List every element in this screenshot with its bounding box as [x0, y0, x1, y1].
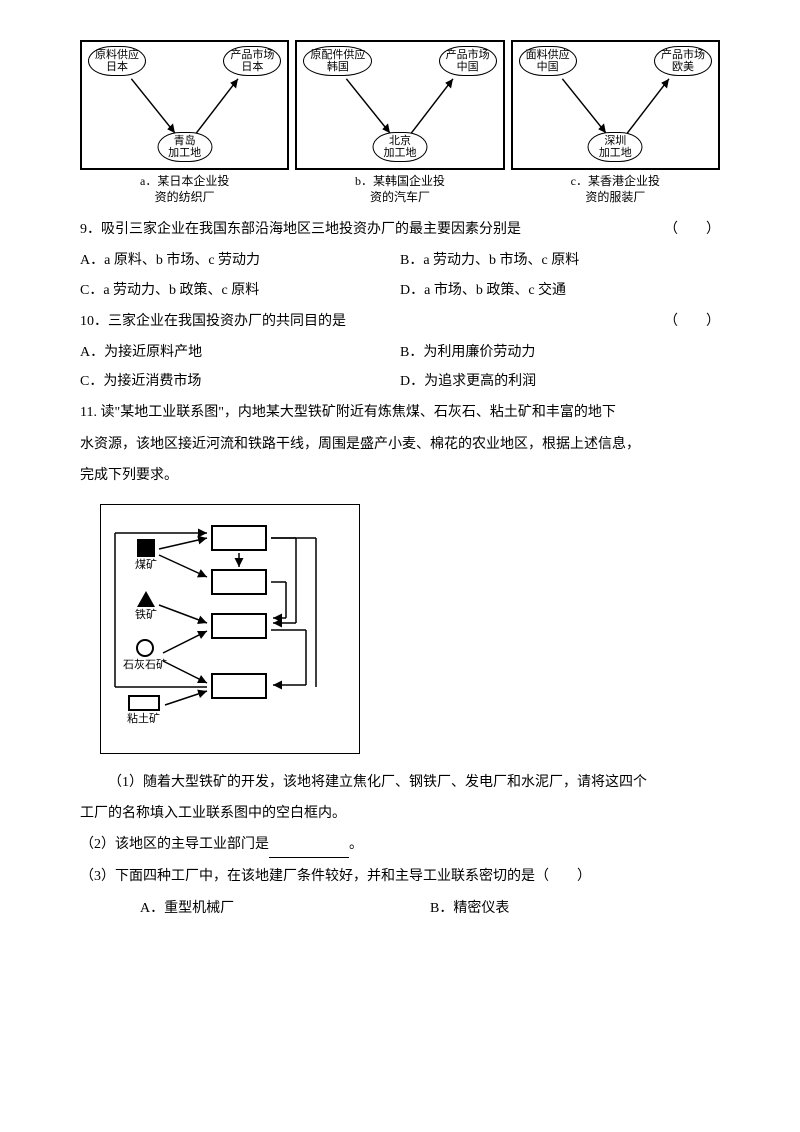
diagram-captions: a．某日本企业投 资的纺织厂 b．某韩国企业投 资的汽车厂 c．某香港企业投 资… — [80, 174, 720, 205]
q9-optC: C．a 劳动力、b 政策、c 原料 — [80, 278, 400, 303]
q11-sub2-prefix: （2）该地区的主导工业部门是 — [80, 837, 269, 852]
q10-optD: D．为追求更高的利润 — [400, 369, 720, 394]
q9-optD: D．a 市场、b 政策、c 交通 — [400, 278, 720, 303]
q11-sub3-options: A．重型机械厂 B．精密仪表 — [80, 896, 720, 921]
q11-stem3: 完成下列要求。 — [80, 463, 720, 488]
diagram-c-bottom: 深圳 加工地 — [588, 132, 643, 162]
q10-options-row2: C．为接近消费市场 D．为追求更高的利润 — [80, 369, 720, 394]
three-factory-diagrams: 原料供应 日本 产品市场 日本 青岛 加工地 原配件供应 韩国 产品市场 中国 … — [80, 40, 720, 170]
q11-sub2: （2）该地区的主导工业部门是 。 — [80, 832, 720, 858]
q11-stem2: 水资源，该地区接近河流和铁路干线，周围是盛产小麦、棉花的农业地区，根据上述信息， — [80, 432, 720, 457]
diagram-b: 原配件供应 韩国 产品市场 中国 北京 加工地 — [295, 40, 504, 170]
q10-optC: C．为接近消费市场 — [80, 369, 400, 394]
q11-sub1: （1）随着大型铁矿的开发，该地将建立焦化厂、钢铁厂、发电厂和水泥厂，请将这四个 — [80, 770, 720, 795]
q10-text: 10．三家企业在我国投资办厂的共同目的是 — [80, 314, 346, 329]
caption-c: c．某香港企业投 资的服装厂 — [511, 174, 720, 205]
q10-optB: B．为利用廉价劳动力 — [400, 340, 720, 365]
q9-text: 9．吸引三家企业在我国东部沿海地区三地投资办厂的最主要因素分别是 — [80, 222, 521, 237]
diagram-a: 原料供应 日本 产品市场 日本 青岛 加工地 — [80, 40, 289, 170]
industrial-linkage-diagram: 煤矿 铁矿 石灰石矿 粘土矿 — [100, 504, 360, 754]
q10-optA: A．为接近原料产地 — [80, 340, 400, 365]
q11-sub2-suffix: 。 — [349, 837, 363, 852]
caption-a: a．某日本企业投 资的纺织厂 — [80, 174, 289, 205]
q11-sub3: （3）下面四种工厂中，在该地建厂条件较好，并和主导工业联系密切的是（ ） — [80, 864, 720, 889]
diagram-b-bottom: 北京 加工地 — [372, 132, 427, 162]
diagram-a-bottom: 青岛 加工地 — [157, 132, 212, 162]
q10-paren: （ ） — [664, 309, 720, 334]
q10-options-row1: A．为接近原料产地 B．为利用廉价劳动力 — [80, 340, 720, 365]
q10-stem: 10．三家企业在我国投资办厂的共同目的是 （ ） — [80, 309, 720, 334]
q11-sub3-optB: B．精密仪表 — [430, 896, 720, 921]
q9-optA: A．a 原料、b 市场、c 劳动力 — [80, 248, 400, 273]
q9-paren: （ ） — [664, 217, 720, 242]
q11-stem1: 11. 读"某地工业联系图"，内地某大型铁矿附近有炼焦煤、石灰石、粘土矿和丰富的… — [80, 400, 720, 425]
industrial-arrows — [101, 505, 361, 755]
q9-options-row2: C．a 劳动力、b 政策、c 原料 D．a 市场、b 政策、c 交通 — [80, 278, 720, 303]
blank-fill — [269, 832, 349, 858]
diagram-c: 面料供应 中国 产品市场 欧美 深圳 加工地 — [511, 40, 720, 170]
q9-optB: B．a 劳动力、b 市场、c 原料 — [400, 248, 720, 273]
q11-sub3-optA: A．重型机械厂 — [140, 896, 430, 921]
q9-options-row1: A．a 原料、b 市场、c 劳动力 B．a 劳动力、b 市场、c 原料 — [80, 248, 720, 273]
caption-b: b．某韩国企业投 资的汽车厂 — [295, 174, 504, 205]
q11-sub1b: 工厂的名称填入工业联系图中的空白框内。 — [80, 801, 720, 826]
q9-stem: 9．吸引三家企业在我国东部沿海地区三地投资办厂的最主要因素分别是 （ ） — [80, 217, 720, 242]
